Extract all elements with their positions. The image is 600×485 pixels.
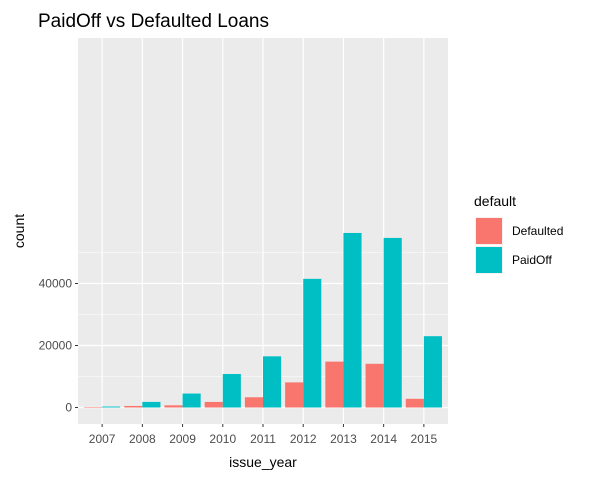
x-tick-label: 2014 bbox=[370, 432, 397, 446]
bar-defaulted-2013 bbox=[325, 361, 344, 408]
bars bbox=[84, 232, 442, 408]
bar-defaulted-2015 bbox=[405, 398, 424, 408]
bar-paidoff-2011 bbox=[263, 356, 282, 408]
x-tick-label: 2010 bbox=[209, 432, 236, 446]
x-tick-label: 2012 bbox=[290, 432, 317, 446]
x-tick-label: 2008 bbox=[129, 432, 156, 446]
bar-defaulted-2009 bbox=[164, 405, 183, 408]
legend-key-defaulted bbox=[476, 218, 502, 244]
x-axis-title: issue_year bbox=[229, 454, 297, 470]
bar-paidoff-2014 bbox=[383, 237, 402, 408]
x-tick-label: 2013 bbox=[330, 432, 357, 446]
bar-defaulted-2012 bbox=[285, 382, 304, 408]
bar-defaulted-2008 bbox=[124, 405, 143, 408]
bar-paidoff-2008 bbox=[142, 401, 161, 408]
bar-defaulted-2010 bbox=[204, 401, 223, 408]
bar-defaulted-2007 bbox=[84, 407, 103, 408]
legend-label-defaulted: Defaulted bbox=[512, 224, 563, 238]
bar-paidoff-2012 bbox=[303, 278, 322, 408]
y-tick-label: 0 bbox=[65, 401, 72, 415]
x-axis-ticks: 2007 2008 2009 2010 2011 2012 2013 2014 2015 bbox=[89, 424, 438, 446]
chart-title: PaidOff vs Defaulted Loans bbox=[38, 11, 269, 32]
x-tick-label: 2015 bbox=[411, 432, 438, 446]
x-tick-label: 2011 bbox=[250, 432, 276, 446]
legend-key-paidoff bbox=[476, 247, 502, 273]
y-tick-label: 40000 bbox=[39, 277, 73, 291]
x-tick-label: 2009 bbox=[169, 432, 196, 446]
bar-paidoff-2007 bbox=[102, 406, 121, 408]
bar-paidoff-2015 bbox=[423, 336, 442, 408]
x-tick-label: 2007 bbox=[89, 432, 116, 446]
bar-defaulted-2014 bbox=[365, 363, 384, 408]
bar-paidoff-2009 bbox=[182, 393, 201, 408]
bar-paidoff-2013 bbox=[343, 232, 362, 408]
y-axis-title: count bbox=[11, 214, 27, 248]
legend-title: default bbox=[474, 193, 516, 209]
bar-paidoff-2010 bbox=[222, 374, 241, 408]
y-tick-label: 20000 bbox=[39, 339, 73, 353]
y-axis-ticks: 0 20000 40000 bbox=[39, 277, 78, 415]
legend-label-paidoff: PaidOff bbox=[512, 253, 552, 267]
bar-defaulted-2011 bbox=[244, 397, 263, 408]
legend: default Defaulted PaidOff bbox=[474, 193, 563, 274]
